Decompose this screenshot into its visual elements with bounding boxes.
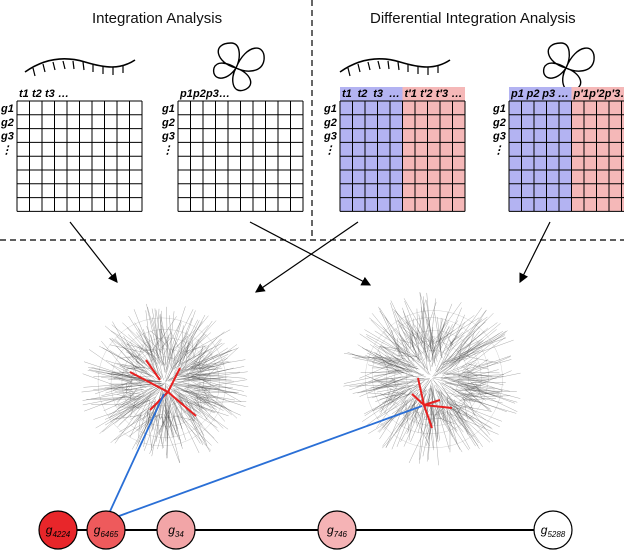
title-integration-analysis: Integration Analysis <box>92 10 223 27</box>
matrix-row-label: g2 <box>323 117 337 129</box>
block-condition-a <box>509 87 572 212</box>
matrix-protein-left: p1 p2 p3 … g1 g2 g3⋮ <box>161 88 304 212</box>
highlighted-edges <box>411 377 453 429</box>
matrix-col-label: t′3 <box>436 88 448 100</box>
matrix-col-label: p′3 <box>604 88 620 100</box>
matrix-row-label: ⋮ <box>1 144 12 156</box>
matrix-col-label: p1 <box>510 88 524 100</box>
matrix-col-label: … <box>389 88 400 100</box>
matrix-col-label: p2 <box>192 88 206 100</box>
protein-icon-right <box>542 42 595 92</box>
transcript-icon-right <box>339 58 451 77</box>
gene-node <box>156 510 196 550</box>
gene-node-label: g4224 <box>46 523 71 539</box>
matrix-row-label: g2 <box>161 117 175 129</box>
matrix-row-label: g3 <box>492 131 506 143</box>
matrix-col-label: t1 <box>19 88 29 100</box>
gene-node-label: g34 <box>168 523 184 539</box>
matrix-row-label: g1 <box>323 103 337 115</box>
block-condition-a <box>340 87 403 212</box>
matrix-col-label: t′1 <box>405 88 417 100</box>
matrix-col-label: t3 <box>45 88 55 100</box>
gene-node-label: g6465 <box>94 523 119 539</box>
gene-node <box>317 510 357 550</box>
matrix-col-label: … <box>451 88 462 100</box>
matrix-transcript-left: t1 t2 t3 … g1 g2 g3⋮ <box>0 88 143 212</box>
matrix-col-label: … <box>620 88 624 100</box>
arrow-d-to-net2 <box>519 221 551 284</box>
matrix-row-label: ⋮ <box>324 144 335 156</box>
arrow-c-to-net1 <box>255 221 359 293</box>
matrix-col-label: t′2 <box>420 88 432 100</box>
matrix-col-label: t2 <box>358 88 368 100</box>
transcript-icon-left <box>24 58 136 77</box>
highlighted-edges <box>129 359 197 417</box>
gene-node <box>86 510 126 550</box>
title-differential-integration-analysis: Differential Integration Analysis <box>370 10 576 27</box>
matrix-col-label: p3 <box>205 88 219 100</box>
matrix-row-label: g2 <box>492 117 506 129</box>
gene-chain: g4224 g6465 g34 g746 g5288 <box>38 510 573 550</box>
block-condition-b <box>571 87 624 212</box>
matrix-col-label: p1 <box>179 88 193 100</box>
matrix-col-label: p3 <box>541 88 555 100</box>
matrix-row-label: g3 <box>161 131 175 143</box>
matrix-col-label: t1 <box>342 88 352 100</box>
matrix-col-label: t3 <box>373 88 383 100</box>
link-net1-to-chain <box>105 393 165 521</box>
gene-links <box>105 393 423 521</box>
matrix-row-label: g1 <box>492 103 506 115</box>
matrix-col-label: p2 <box>526 88 540 100</box>
matrix-col-label: p′2 <box>588 88 604 100</box>
arrows <box>69 221 551 293</box>
matrix-row-label: g2 <box>0 117 14 129</box>
gene-node-label: g5288 <box>541 523 566 539</box>
link-net2-to-chain <box>107 405 423 521</box>
matrix-col-label: t2 <box>32 88 42 100</box>
matrix-row-label: ⋮ <box>493 144 504 156</box>
matrix-col-label: … <box>558 88 569 100</box>
arrow-b-to-net2 <box>249 221 372 286</box>
protein-icon-left <box>212 42 265 92</box>
matrix-row-label: g3 <box>323 131 337 143</box>
matrix-col-label: … <box>58 88 69 100</box>
matrix-row-label: g1 <box>161 103 175 115</box>
block-condition-b <box>402 87 465 212</box>
matrix-col-label: p′1 <box>573 88 589 100</box>
gene-node <box>533 510 573 550</box>
gene-node <box>38 510 78 550</box>
matrix-row-label: ⋮ <box>162 144 173 156</box>
matrix-col-label: … <box>219 88 230 100</box>
network-differential <box>343 292 521 466</box>
matrix-row-label: g3 <box>0 131 14 143</box>
gene-node-label: g746 <box>327 523 348 539</box>
arrow-a-to-net1 <box>69 221 118 283</box>
matrix-row-label: g1 <box>0 103 14 115</box>
network-integration <box>81 303 249 463</box>
